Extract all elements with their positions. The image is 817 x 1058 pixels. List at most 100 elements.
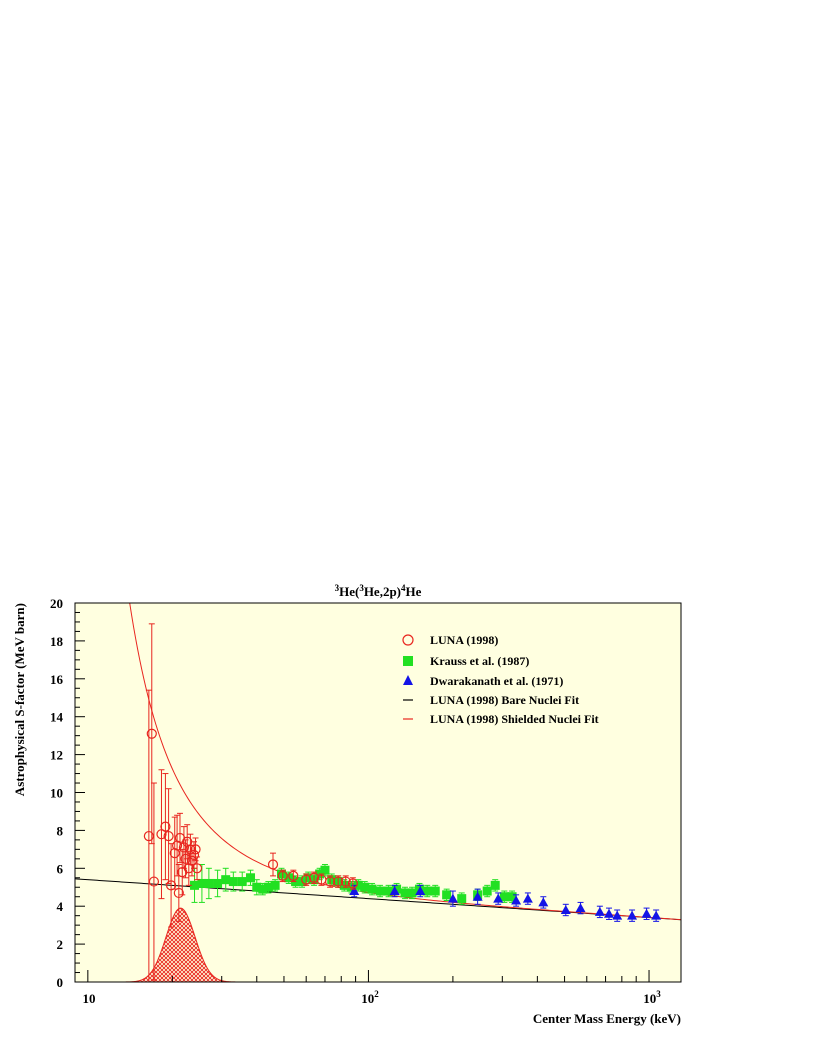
luna-point [185,844,196,855]
dwarakanath-point [472,891,483,901]
krauss-point [400,888,410,898]
krauss-point [499,892,509,902]
dwarakanath-point [651,910,662,920]
y-tick-label: 16 [50,672,64,687]
data-points-layer [143,623,662,982]
krauss-point [327,875,337,885]
krauss-point [442,890,452,900]
title-part-3: He [406,584,422,599]
y-tick-label: 4 [57,899,64,914]
x-tick-100-base: 10 [361,991,374,1006]
title-part-2: He,2p) [364,584,401,599]
title-part-1: He( [339,584,359,599]
krauss-point [384,886,394,896]
krauss-point [430,886,440,896]
krauss-point [213,878,223,888]
dwarakanath-point [538,897,549,907]
luna-point [288,870,299,881]
krauss-point [303,873,313,883]
luna-point [301,874,312,885]
luna-point [347,878,358,889]
luna-point [143,830,154,842]
y-tick-label: 20 [50,596,63,611]
luna-point [165,880,177,891]
krauss-point [482,886,492,896]
legend-label-luna: LUNA (1998) [430,633,498,647]
krauss-point [190,880,200,890]
krauss-point [258,884,268,894]
legend-item-shielded-fit: LUNA (1998) Shielded Nuclei Fit [403,712,599,726]
krauss-point [270,880,280,890]
krauss-point [507,892,517,902]
krauss-point [407,888,417,898]
gamow-peak-fill [124,908,237,982]
legend-square-marker [403,656,413,666]
krauss-point [228,877,238,887]
luna-point [148,876,160,887]
dwarakanath-point [575,903,586,913]
krauss-point [204,878,214,888]
luna-point [146,728,157,739]
luna-point [333,876,344,887]
luna-point [173,887,184,899]
y-tick-label: 10 [50,786,63,801]
x-tick-label-10: 10 [83,991,96,1006]
gamow-peak-layer [124,907,237,982]
legend-open-circle-marker [402,634,414,646]
y-tick-label: 0 [57,975,64,990]
y-tick-label: 12 [50,748,63,763]
x-tick-label-1000: 103 [643,989,661,1006]
legend-label-dwarakanath: Dwarakanath et al. (1971) [430,674,563,688]
legend: LUNA (1998) Krauss et al. (1987) Dwaraka… [402,633,599,726]
luna-point [340,876,351,887]
luna-point [190,844,201,855]
luna-point [324,876,336,887]
krauss-point [197,878,207,888]
axes-layer: 0 2 4 6 8 10 12 14 16 18 20 [50,596,650,990]
krauss-point [490,880,500,890]
legend-item-krauss: Krauss et al. (1987) [403,654,529,668]
luna-point [277,870,288,881]
dwarakanath-point [511,895,522,905]
luna-point [169,848,180,859]
x-tick-1000-base: 10 [643,991,656,1006]
legend-triangle-marker [403,675,413,685]
x-tick-label-100: 102 [361,989,379,1006]
dwarakanath-point [415,886,426,896]
title-sup-3: 4 [401,583,406,593]
krauss-point [367,884,377,894]
gamow-peak-outline [124,907,237,982]
chart-title: 3He(3He,2p)4He [335,583,422,599]
luna-point [308,872,320,883]
krauss-point [457,894,467,904]
legend-label-krauss: Krauss et al. (1987) [430,654,529,668]
krauss-point [360,882,370,892]
luna-point [163,830,174,842]
luna-point [188,849,200,861]
x-axis-label: Center Mass Energy (keV) [533,1011,681,1026]
legend-label-bare-fit: LUNA (1998) Bare Nuclei Fit [430,693,579,707]
dwarakanath-point [493,893,504,903]
title-sup-2: 3 [359,583,364,593]
dwarakanath-point [389,886,400,896]
krauss-point [392,884,402,894]
title-sup-1: 3 [335,583,340,593]
legend-item-luna: LUNA (1998) [402,633,498,647]
x-tick-100-exp: 2 [374,989,379,999]
krauss-point [320,865,330,875]
y-tick-label: 8 [57,823,64,838]
dwarakanath-point [594,906,605,916]
y-tick-label: 14 [50,710,64,725]
y-tick-label: 18 [50,634,64,649]
dwarakanath-point [349,886,360,896]
x-tick-1000-exp: 3 [656,989,661,999]
krauss-point [263,882,273,892]
luna-point [178,842,190,853]
legend-item-dwarakanath: Dwarakanath et al. (1971) [403,674,563,688]
y-axis-label: Astrophysical S-factor (MeV barn) [12,603,27,796]
krauss-point [353,880,363,890]
dwarakanath-point [641,908,652,918]
dwarakanath-point [522,893,533,903]
luna-point [160,821,171,832]
